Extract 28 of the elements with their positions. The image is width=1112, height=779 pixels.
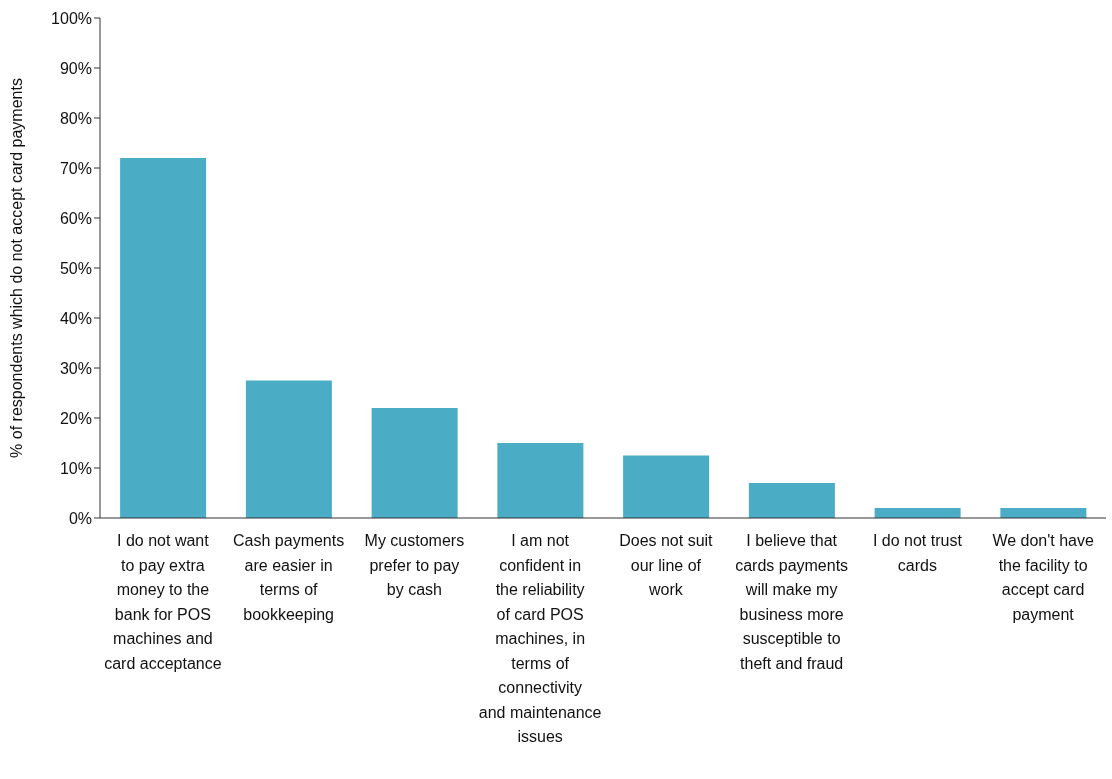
bar xyxy=(371,408,458,518)
y-tick-label: 100% xyxy=(51,9,92,27)
bar xyxy=(623,455,710,518)
x-tick-label: I do not trust cards xyxy=(872,532,963,574)
y-tick-label: 80% xyxy=(59,109,92,127)
bar xyxy=(497,443,584,518)
y-tick-label: 30% xyxy=(59,359,92,377)
y-tick-label: 60% xyxy=(59,209,92,227)
bar xyxy=(245,380,332,518)
y-tick-label: 20% xyxy=(59,409,92,427)
bar xyxy=(120,158,207,518)
y-tick-label: 10% xyxy=(59,459,92,477)
x-tick-label: We don't have the facility to accept card payment xyxy=(992,532,1094,623)
y-tick-label: 90% xyxy=(59,59,92,77)
x-tick-label: Cash payments are easier in terms of bookkeeping xyxy=(233,532,345,623)
bar xyxy=(1000,508,1087,518)
x-tick-label: Does not suit our line of work xyxy=(619,532,714,598)
category-label: I am not confident in the reliability of card POS machines, in terms of connectivity and maintenance issues xyxy=(478,532,602,745)
y-tick-label: 50% xyxy=(59,259,92,277)
y-tick-label: 70% xyxy=(59,159,92,177)
y-axis-title: % of respondents which do not accept card payments xyxy=(7,78,25,458)
x-tick-label: My customers prefer to pay by cash xyxy=(364,532,465,598)
x-tick-label: I do not want to pay extra money to the bank for POS machines and card acceptance xyxy=(104,532,222,672)
bar xyxy=(748,483,835,518)
y-tick-label: 40% xyxy=(59,309,92,327)
bar xyxy=(874,508,961,518)
y-tick-label: 0% xyxy=(68,509,92,527)
x-tick-label: I believe that cards payments will make my business more susceptible to theft and fraud xyxy=(735,532,849,672)
